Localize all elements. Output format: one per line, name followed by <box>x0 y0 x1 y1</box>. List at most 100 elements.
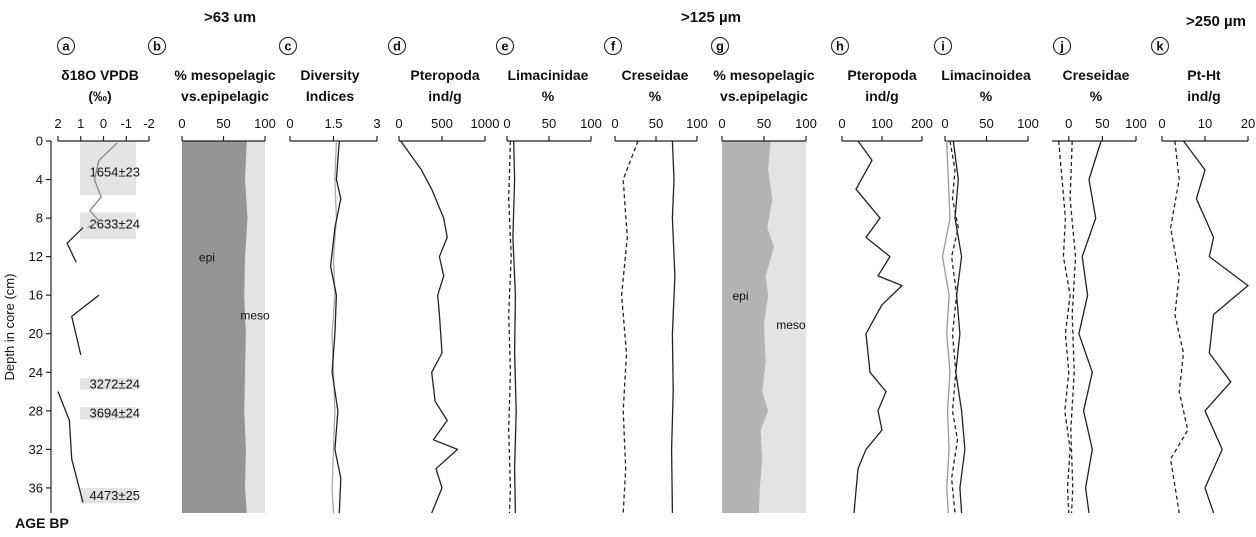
area-meso <box>244 141 265 513</box>
size-headers: >63 um >125 µm >250 µm <box>204 9 1246 30</box>
depth-tick-label: 0 <box>36 134 43 149</box>
size-header-h2: >125 µm <box>681 9 741 26</box>
panel-subtitle-d: ind/g <box>428 88 461 104</box>
x-tick-label: 50 <box>757 116 771 131</box>
panel-title-g: % mesopelagic <box>713 67 814 83</box>
x-tick-label: 500 <box>431 116 453 131</box>
panel-g: g% mesopelagicvs.epipelagicepimeso0 50 100 <box>712 38 817 514</box>
age-label: 3272±24 <box>89 376 140 391</box>
panel-letter-b: b <box>149 38 166 55</box>
panel-letter-i: i <box>935 38 952 55</box>
panel-j: j Creseidae% 0 50 100 <box>1052 38 1147 514</box>
x-tick-label: 100 <box>871 116 893 131</box>
x-tick-label: 20 <box>1241 116 1255 131</box>
svg-text:d: d <box>393 39 401 54</box>
panel-k: kPt-Htind/g0 10 20 <box>1152 38 1256 514</box>
series-line-j-0 <box>1059 141 1070 513</box>
panel-letter-h: h <box>832 38 849 55</box>
panel-title-i: Limacinoidea <box>941 67 1031 83</box>
x-tick-label: 0 <box>100 116 107 131</box>
x-tick-label: 200 <box>911 116 933 131</box>
x-tick-label: 0 <box>838 116 845 131</box>
x-tick-label: 1.5 <box>324 116 342 131</box>
svg-text:g: g <box>716 39 724 54</box>
panel-i: i Limacinoidea% 0 50 100 <box>935 38 1039 514</box>
series-line-a-2 <box>72 295 99 355</box>
panel-d: d Pteropoda ind/g 0 500 1000 <box>389 38 500 514</box>
depth-tick-label: 36 <box>29 480 43 495</box>
x-tick-label: 0 <box>611 116 618 131</box>
x-tick-label: 0 <box>1065 116 1072 131</box>
x-tick-label: 50 <box>542 116 556 131</box>
svg-text:b: b <box>153 39 161 54</box>
x-tick-label: 0 <box>718 116 725 131</box>
depth-tick-label: 20 <box>29 326 43 341</box>
svg-text:a: a <box>62 39 70 54</box>
svg-text:h: h <box>836 39 844 54</box>
x-tick-label: 50 <box>979 116 993 131</box>
size-header-h1: >63 um <box>204 9 256 26</box>
depth-axis: 0 4 8 12 16 20 24 28 32 36 Depth in core (cm) AGE B… <box>2 134 69 532</box>
x-tick-label: 0 <box>395 116 402 131</box>
panel-subtitle-g: vs.epipelagic <box>720 88 808 104</box>
panel-title-b: % mesopelagic <box>174 67 275 83</box>
panel-subtitle-k: ind/g <box>1187 88 1220 104</box>
panel-f: fCreseidae%0 50 100 <box>605 38 708 514</box>
panel-subtitle-c: Indices <box>306 88 354 104</box>
svg-text:j: j <box>1059 39 1064 54</box>
panel-title-k: Pt-Ht <box>1187 67 1221 83</box>
svg-text:i: i <box>941 39 945 54</box>
series-line-i-2 <box>953 141 965 513</box>
x-tick-label: 100 <box>254 116 276 131</box>
panel-letter-c: c <box>280 38 297 55</box>
panel-subtitle-e: % <box>542 88 555 104</box>
depth-axis-title: Depth in core (cm) <box>2 274 17 381</box>
x-tick-label: 100 <box>580 116 602 131</box>
panel-title-a: δ18O VPDB <box>61 67 139 83</box>
age-label: 3694±24 <box>89 405 140 420</box>
panel-letter-e: e <box>497 38 514 55</box>
series-line-f-0 <box>622 141 638 513</box>
depth-tick-label: 16 <box>29 288 43 303</box>
panels: aδ18O VPDB(‰)1654±232633±243272±243694±2… <box>54 38 1255 514</box>
x-tick-label: 50 <box>649 116 663 131</box>
x-tick-label: 0 <box>941 116 948 131</box>
x-tick-label: 0 <box>503 116 510 131</box>
panel-letter-d: d <box>389 38 406 55</box>
panel-subtitle-a: (‰) <box>88 88 111 104</box>
age-label: 4473±25 <box>89 488 140 503</box>
depth-tick-label: 24 <box>29 365 43 380</box>
panel-subtitle-h: ind/g <box>865 88 898 104</box>
panel-subtitle-b: vs.epipelagic <box>181 88 269 104</box>
x-tick-label: 0 <box>178 116 185 131</box>
svg-text:f: f <box>611 39 616 54</box>
svg-text:c: c <box>284 39 291 54</box>
series-line-j-1 <box>1070 141 1075 513</box>
area-label-epi: epi <box>732 289 748 303</box>
series-line-k-1 <box>1184 141 1249 513</box>
x-tick-label: 10 <box>1198 116 1212 131</box>
depth-tick-label: 28 <box>29 403 43 418</box>
panel-title-j: Creseidae <box>1063 67 1130 83</box>
panel-e: eLimacinidae% 0 50 100 <box>497 38 602 514</box>
svg-text:e: e <box>501 39 508 54</box>
x-tick-label: 50 <box>216 116 230 131</box>
panel-subtitle-i: % <box>980 88 993 104</box>
area-label-meso: meso <box>776 318 806 332</box>
panel-letter-j: j <box>1054 38 1071 55</box>
panel-subtitle-j: % <box>1090 88 1103 104</box>
series-line-a-3 <box>58 392 83 503</box>
area-epi <box>182 141 248 513</box>
series-line-f-1 <box>672 141 675 513</box>
panel-letter-f: f <box>605 38 622 55</box>
x-tick-label: 3 <box>373 116 380 131</box>
x-tick-label: 100 <box>1017 116 1039 131</box>
size-header-h3: >250 µm <box>1186 13 1246 30</box>
series-line-h-0 <box>854 141 902 513</box>
panel-title-e: Limacinidae <box>508 67 589 83</box>
depth-tick-label: 4 <box>36 172 43 187</box>
x-tick-label: 50 <box>1095 116 1109 131</box>
